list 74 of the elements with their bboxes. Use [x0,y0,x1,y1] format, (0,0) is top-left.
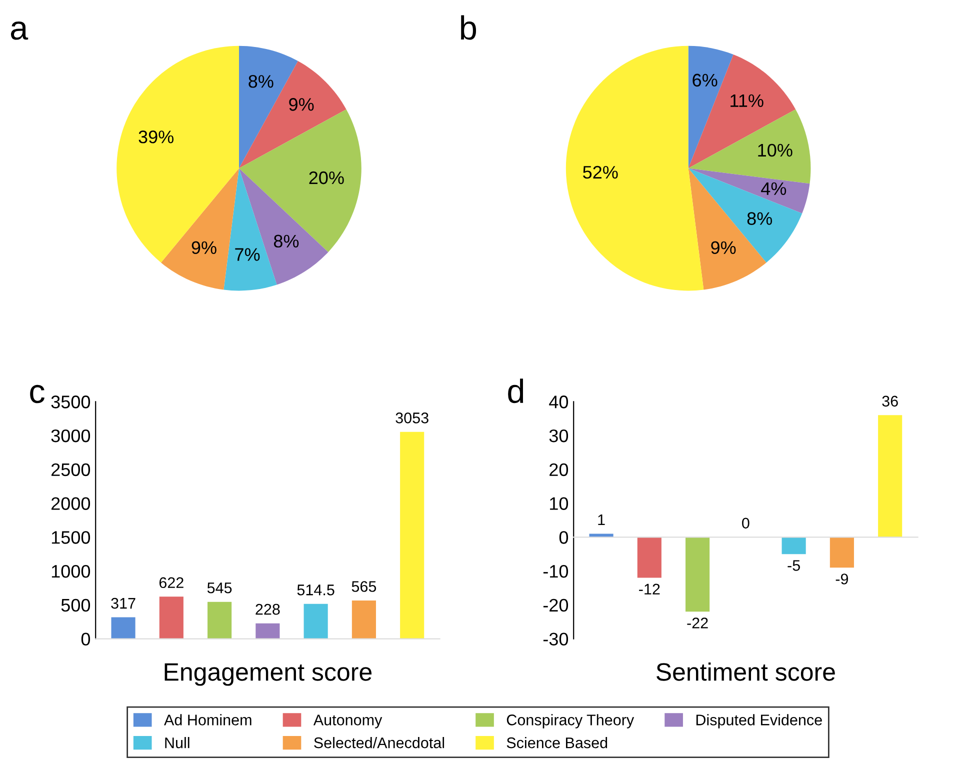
chart-title: c [30,384,44,404]
data-label: 9% [289,98,314,111]
data-label: 1 [598,514,605,526]
y-tick-label: 10 [550,497,568,510]
bar [208,602,232,639]
bar [159,596,184,639]
data-label: 39% [138,130,174,144]
y-tick-label: 1000 [52,564,90,578]
bar [304,604,328,639]
bar [400,432,424,639]
x-axis-title: Engagement score [164,663,372,686]
pie-slice [688,168,802,263]
data-label: 565 [352,581,376,592]
bar [782,537,806,554]
y-tick-label: 0 [559,531,568,544]
y-tick-label: 30 [549,429,568,442]
data-label: 6% [692,74,718,87]
data-label: 9% [711,241,736,254]
y-tick-label: 20 [550,463,568,476]
pie-slice [688,109,811,184]
legend-label: Disputed Evidence [696,714,822,728]
x-axis-title: Sentiment score [656,662,835,681]
bar [830,537,854,568]
data-label: 20% [309,171,344,184]
legend-label: Autonomy [313,714,382,728]
legend-label: Ad Hominem [164,714,252,726]
data-label: 317 [111,598,136,609]
data-label: 0 [742,518,750,529]
data-label: 514.5 [297,584,334,596]
data-label: 8% [747,212,772,225]
data-label: -22 [687,618,708,628]
data-label: 52% [583,166,618,179]
chart-title: d [508,378,524,404]
bar [878,415,902,538]
y-tick-label: -20 [543,598,568,612]
y-tick-label: 0 [81,632,90,646]
data-label: 622 [159,577,184,588]
data-label: 545 [207,582,232,594]
legend-label: Selected/Anecdotal [314,737,444,748]
chart-title: a [10,22,28,40]
y-tick-label: 3000 [51,429,90,442]
data-label: -12 [639,584,660,594]
bar [686,537,710,612]
y-tick-label: 2000 [51,497,90,510]
legend-label: Null [165,737,190,748]
chart-title: b [461,15,476,40]
data-label: 9% [192,241,216,254]
data-label: 8% [274,234,299,248]
y-tick-label: 500 [61,598,90,612]
pie-slice [688,54,796,168]
y-tick-label: 2500 [51,463,90,476]
legend-label: Conspiracy Theory [506,714,634,728]
data-label: 8% [248,75,274,88]
pie-slice [239,61,346,168]
y-tick-label: -30 [543,632,568,646]
bar [637,537,662,578]
data-label: 10% [758,144,792,157]
data-label: 4% [761,182,786,195]
y-tick-label: 3500 [51,396,90,408]
data-label: 228 [256,604,280,615]
bar [256,623,280,639]
bar [352,600,376,639]
data-label: 3053 [396,412,428,424]
data-label: -5 [788,560,800,571]
data-label: 36 [882,396,898,407]
bar [111,617,136,639]
data-label: 7% [235,248,260,261]
y-tick-label: 1500 [52,531,90,544]
y-tick-label: -10 [543,564,568,578]
legend-label: Science Based [506,737,608,748]
y-tick-label: 40 [549,396,568,408]
data-label: 11% [730,94,764,107]
data-label: -9 [836,574,848,584]
pie-slice [688,168,810,214]
